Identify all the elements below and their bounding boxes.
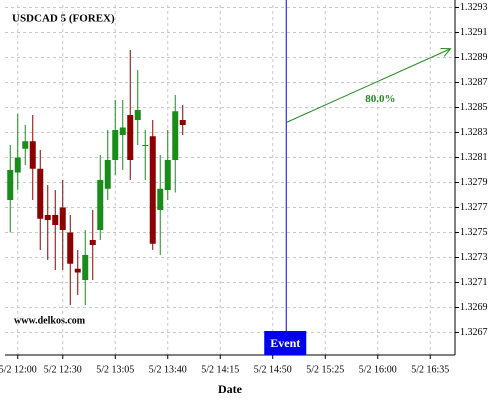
candle-body [164,160,171,190]
x-tick-label: 5/2 13:40 [149,364,187,375]
y-tick-label: 1.3289 [460,52,488,63]
candle-body [119,127,126,135]
candle-body [22,141,29,149]
candle-body [149,136,156,244]
y-tick-label: 1.3283 [460,127,488,138]
x-tick-label: 5/2 14:50 [254,364,292,375]
forecast-label: 80.0% [365,93,395,105]
x-tick-label: 5/2 12:00 [0,364,37,375]
y-tick-label: 1.3291 [460,27,488,38]
x-tick-label: 5/2 16:00 [359,364,397,375]
candle-body [14,157,21,173]
x-tick-label: 5/2 14:15 [201,364,239,375]
candle-body [127,115,134,160]
candle-body [157,188,164,210]
candle-body [97,180,104,230]
candle-body [29,141,36,169]
y-tick-label: 1.3293 [460,2,488,13]
watermark: www.delkos.com [14,315,86,326]
y-tick-label: 1.3281 [460,152,488,163]
candle-body [104,160,111,189]
y-tick-label: 1.3277 [460,202,488,213]
candle-body [172,111,179,160]
candle-body [59,207,66,230]
candle-body [37,168,44,219]
candle-body [74,268,81,273]
y-tick-label: 1.3279 [460,177,488,188]
chart-title: USDCAD 5 (FOREX) [12,13,115,25]
candle-body [142,145,149,146]
y-tick-label: 1.3287 [460,77,488,88]
x-tick-label: 5/2 13:05 [96,364,134,375]
x-axis-title: Date [218,382,243,396]
candle-body [67,232,74,264]
arrow-head [440,47,452,57]
y-tick-label: 1.3269 [460,302,488,313]
y-tick-label: 1.3271 [460,277,488,288]
y-tick-label: 1.3267 [460,327,488,338]
y-tick-label: 1.3275 [460,227,488,238]
event-label: Event [270,336,300,350]
y-tick-label: 1.3273 [460,252,488,263]
x-tick-label: 5/2 15:25 [306,364,344,375]
candle-body [179,120,186,125]
candle-body [82,255,89,280]
candle-body [112,130,119,160]
event-box [264,331,307,355]
candle-body [89,240,96,245]
candle-body [7,170,14,200]
candle-body [52,215,59,225]
x-tick-label: 5/2 12:30 [44,364,82,375]
forecast-arrow [286,48,451,123]
x-tick-label: 5/2 16:35 [411,364,449,375]
y-tick-label: 1.3285 [460,102,488,113]
candle-body [134,110,141,120]
candle-body [44,215,51,220]
